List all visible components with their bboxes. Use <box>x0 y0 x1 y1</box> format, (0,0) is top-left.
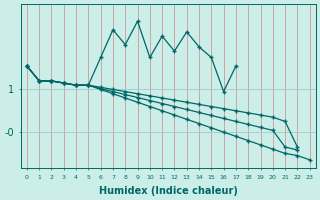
X-axis label: Humidex (Indice chaleur): Humidex (Indice chaleur) <box>99 186 238 196</box>
